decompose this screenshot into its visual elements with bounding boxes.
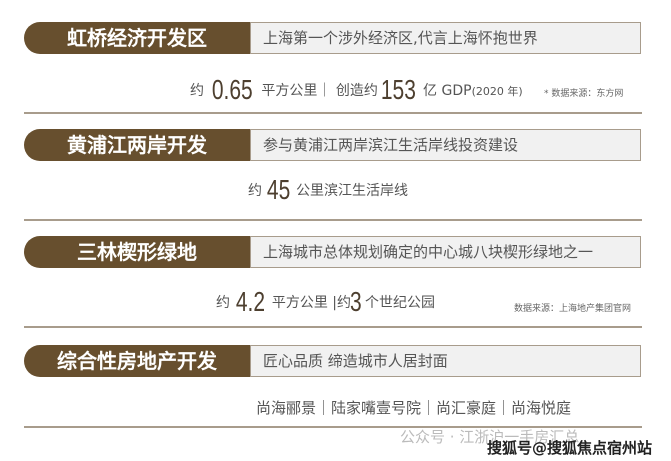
wechat-watermark: 公众号 · 江浙沪一手房汇总 [400, 428, 580, 446]
stat-text: 平方公里｜ 创造约 [261, 83, 378, 99]
section-tagline: 匠心品质 缔造城市人居封面 [250, 345, 641, 377]
section-title: 虹桥经济开发区 [24, 22, 250, 54]
section-title: 黄浦江两岸开发 [24, 129, 250, 161]
divider [24, 112, 642, 114]
section-tagline: 上海城市总体规划确定的中心城八块楔形绿地之一 [250, 236, 641, 268]
sohu-watermark: 搜狐号@搜狐焦点宿州站 [487, 439, 653, 457]
section-realestate: 综合性房地产开发 匠心品质 缔造城市人居封面 [24, 345, 642, 377]
section-huangpu: 黄浦江两岸开发 参与黄浦江两岸滨江生活岸线投资建设 [24, 129, 642, 161]
stat-value: 45 [267, 174, 291, 205]
stat-text: 公里滨江生活岸线 [296, 183, 409, 199]
divider [24, 219, 642, 221]
stat-year: (2020 年) [471, 85, 523, 98]
divider [24, 326, 642, 328]
data-source-note: 数据来源：上海地产集团官网 [514, 304, 632, 314]
stat-text: 约 [190, 83, 204, 99]
section-sanlin: 三林楔形绿地 上海城市总体规划确定的中心城八块楔形绿地之一 [24, 236, 642, 268]
project-list: 尚海郦景｜陆家嘴壹号院｜尚汇豪庭｜尚海悦庭 [256, 399, 572, 417]
section-title: 三林楔形绿地 [24, 236, 250, 268]
stat-text: 平方公里 |约 [271, 295, 352, 311]
stat-value: 3 [349, 286, 362, 317]
stat-value: 0.65 [212, 74, 254, 105]
section-hongqiao: 虹桥经济开发区 上海第一个涉外经济区,代言上海怀抱世界 [24, 22, 642, 54]
section-stats: 约 4.2 平方公里 |约3 个世纪公园 [216, 286, 435, 318]
stat-text: 约 [216, 295, 230, 311]
stat-value: 4.2 [236, 286, 266, 317]
section-tagline: 上海第一个涉外经济区,代言上海怀抱世界 [250, 22, 641, 54]
stat-text: 个世纪公园 [365, 295, 436, 311]
stat-text: 约 [248, 183, 262, 199]
section-stats: 约 0.65 平方公里｜ 创造约 153 亿 GDP(2020 年) [190, 74, 523, 106]
divider [24, 426, 642, 428]
stat-text: GDP [441, 83, 472, 99]
stat-text: 亿 [423, 83, 438, 99]
data-source-note: * 数据来源：东方网 [544, 89, 624, 99]
stat-value: 153 [380, 74, 416, 105]
section-title: 综合性房地产开发 [24, 345, 250, 377]
section-tagline: 参与黄浦江两岸滨江生活岸线投资建设 [250, 129, 641, 161]
section-stats: 约 45 公里滨江生活岸线 [248, 174, 408, 206]
